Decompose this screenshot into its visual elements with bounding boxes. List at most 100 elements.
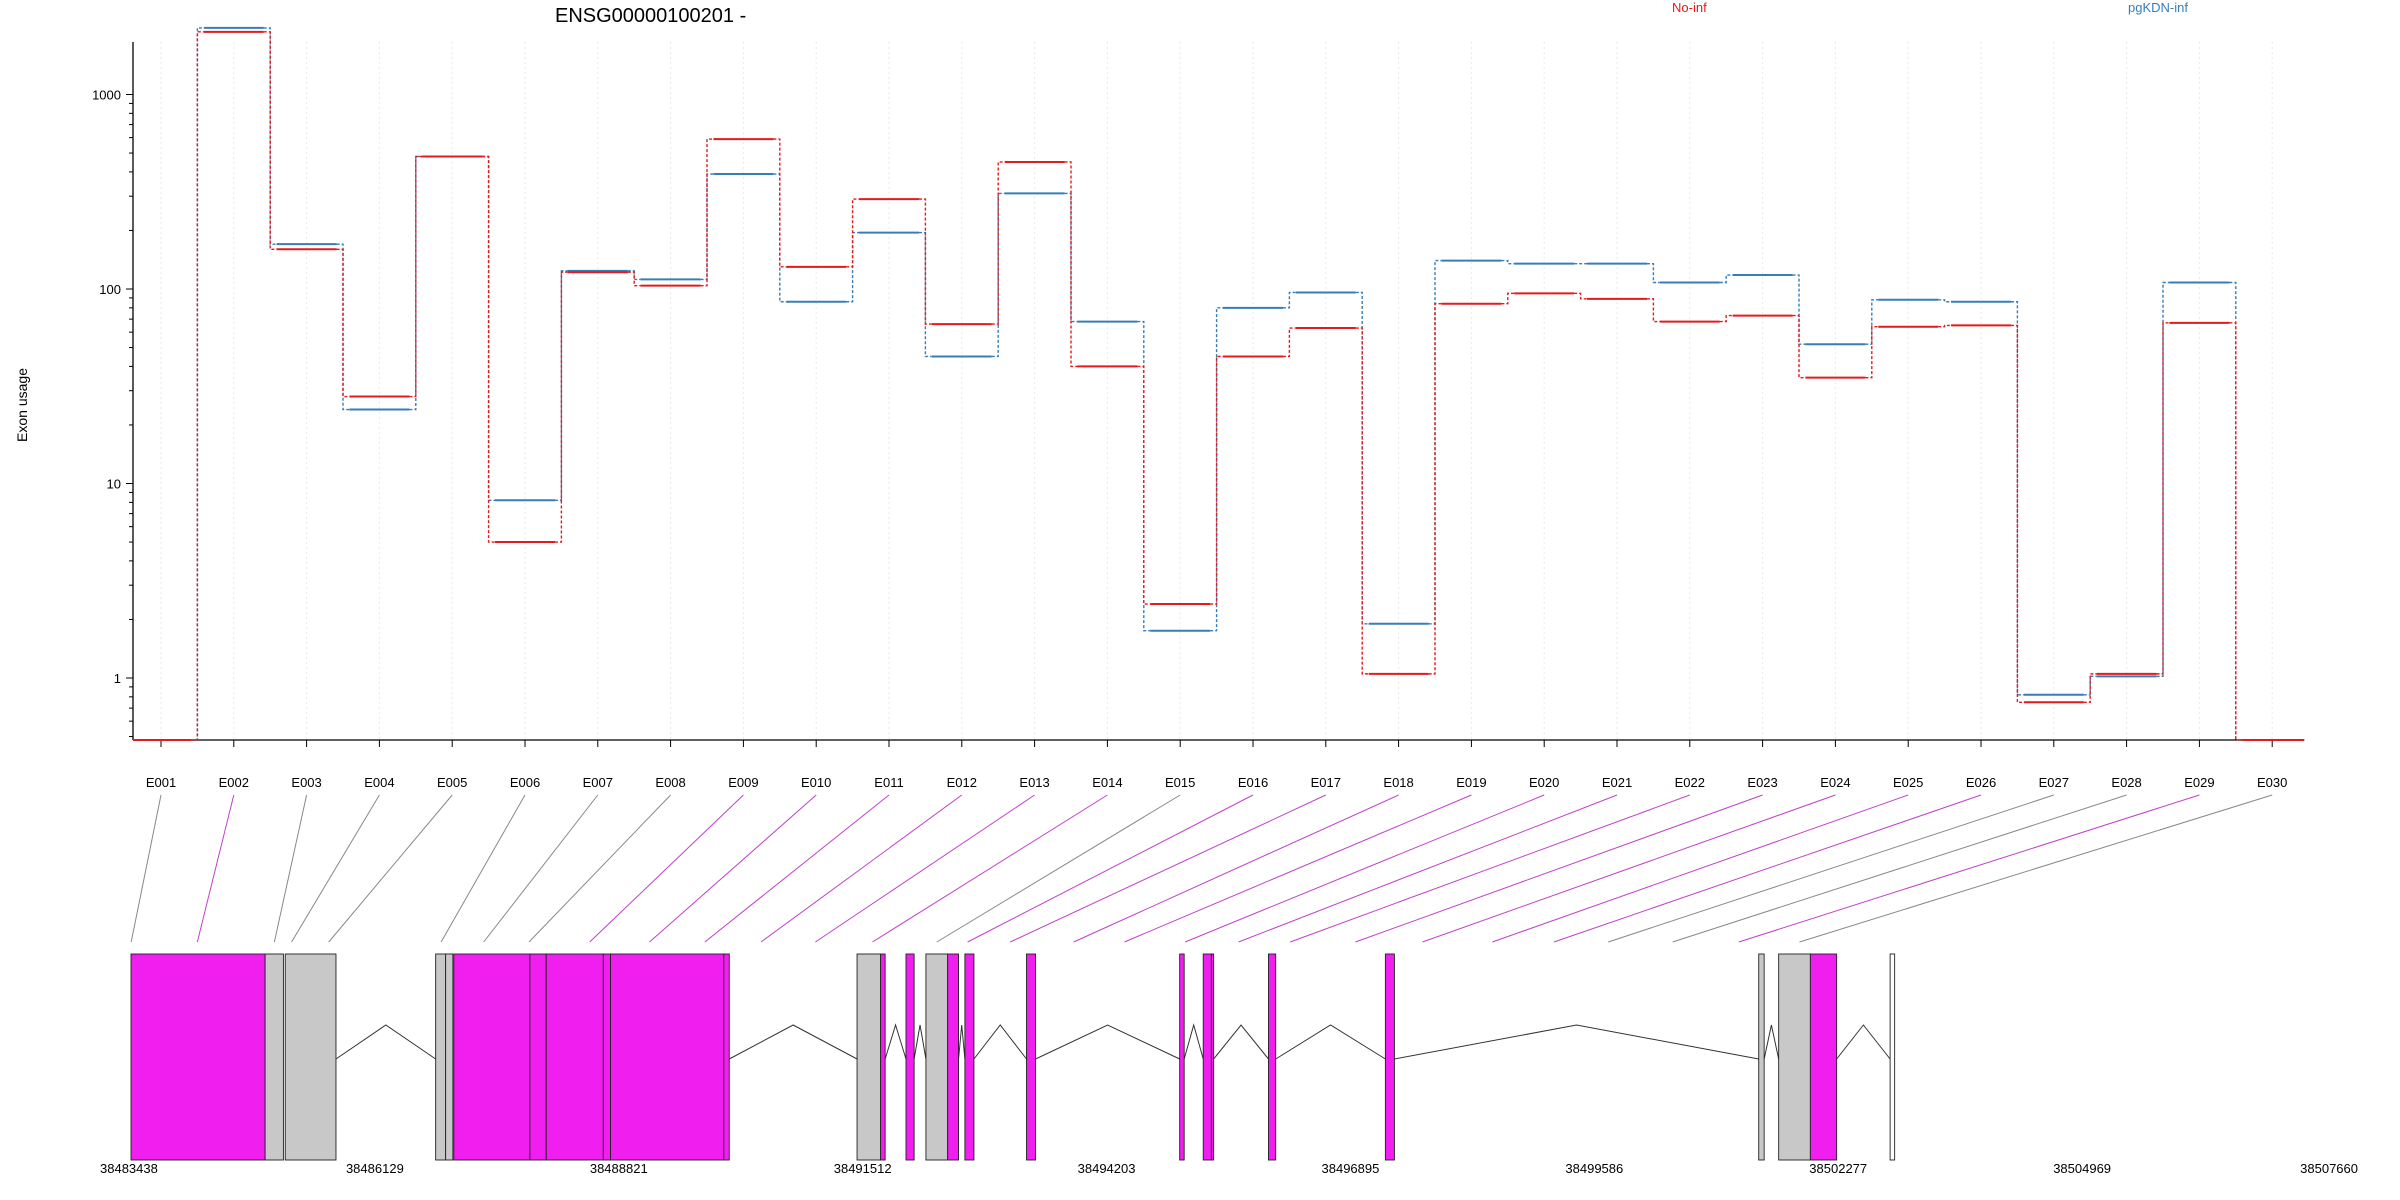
link-line-e030: [1799, 794, 2273, 943]
exon-block-24: [1758, 953, 1765, 1161]
intron-line: [1275, 1024, 1386, 1060]
connector-no-inf: [1501, 292, 1515, 305]
x-tick-label-e017: E017: [1311, 775, 1341, 790]
exon-block-20: [1202, 953, 1212, 1161]
connector-no-inf: [1283, 327, 1296, 358]
x-tick-label-e025: E025: [1893, 775, 1923, 790]
connector-no-inf: [846, 198, 859, 268]
link-line-e008: [528, 794, 671, 943]
x-tick-label-e016: E016: [1238, 775, 1268, 790]
genomic-coordinate-label: 38494203: [1078, 1161, 1136, 1176]
link-line-e002: [196, 794, 235, 943]
x-tick-label-e029: E029: [2184, 775, 2214, 790]
x-tick-label-e008: E008: [655, 775, 685, 790]
connector-pgkdn-inf: [2083, 675, 2097, 696]
exon-link-lines: [130, 794, 2273, 943]
x-tick-label-e009: E009: [728, 775, 758, 790]
x-tick-label-e003: E003: [291, 775, 321, 790]
intron-line: [1035, 1024, 1180, 1060]
legend-pgkdn-inf: pgKDN-inf: [2128, 0, 2188, 15]
connector-no-inf: [555, 271, 568, 543]
exon-block-5: [445, 953, 454, 1161]
x-tick-label-e024: E024: [1820, 775, 1850, 790]
connector-pgkdn-inf: [1501, 259, 1515, 265]
link-line-e009: [589, 794, 744, 943]
link-line-e023: [1355, 794, 1763, 943]
connector-no-inf: [2229, 322, 2243, 741]
exon-block-13: [880, 953, 886, 1161]
link-line-e027: [1608, 794, 2054, 943]
intron-line: [913, 1024, 927, 1060]
x-tick-label-e021: E021: [1602, 775, 1632, 790]
genomic-coordinate-label: 38496895: [1322, 1161, 1380, 1176]
genomic-coordinate-label: 38488821: [590, 1161, 648, 1176]
link-line-e005: [328, 794, 453, 943]
link-line-e017: [1009, 794, 1327, 943]
x-tick-label-e018: E018: [1383, 775, 1413, 790]
connector-pgkdn-inf: [263, 27, 277, 245]
chart-title: ENSG00000100201 -: [555, 5, 746, 27]
x-tick-label-e020: E020: [1529, 775, 1559, 790]
genomic-coordinate-label: 38486129: [346, 1161, 404, 1176]
link-line-e025: [1492, 794, 1909, 943]
connector-pgkdn-inf: [1647, 262, 1660, 284]
intron-line: [1183, 1023, 1204, 1060]
x-tick-label-e027: E027: [2039, 775, 2069, 790]
connector-no-inf: [1210, 355, 1223, 605]
connector-no-inf: [482, 155, 495, 543]
exon-block-15: [925, 953, 949, 1161]
exon-block-3: [284, 953, 337, 1161]
exon-block-1: [130, 953, 266, 1161]
series-no-inf: [133, 30, 2305, 741]
connector-pgkdn-inf: [2011, 301, 2024, 696]
exon-block-12: [856, 953, 882, 1161]
connector-pgkdn-inf: [1283, 291, 1296, 309]
exon-block-8: [545, 953, 604, 1161]
exon-block-22: [1268, 953, 1277, 1161]
connector-no-inf: [1792, 314, 1806, 379]
exon-block-17: [964, 953, 975, 1161]
exon-block-2: [264, 953, 284, 1161]
x-tick-label-e010: E010: [801, 775, 831, 790]
series-layer: [133, 26, 2305, 741]
y-axis-label: Exon usage: [14, 368, 30, 442]
intron-line: [335, 1024, 436, 1060]
x-tick-label-e026: E026: [1966, 775, 1996, 790]
intron-line: [973, 1024, 1027, 1060]
link-line-e006: [440, 794, 526, 943]
exon-block-16: [947, 953, 959, 1161]
link-line-e024: [1422, 794, 1836, 943]
connector-no-inf: [1647, 298, 1660, 323]
genomic-coordinate-label: 38499586: [1565, 1161, 1623, 1176]
link-line-e007: [483, 794, 599, 943]
exon-block-6: [453, 953, 531, 1161]
exon-block-9: [602, 953, 612, 1161]
intron-line: [884, 1023, 907, 1060]
exon-block-19: [1179, 953, 1185, 1161]
connector-pgkdn-inf: [1792, 274, 1806, 345]
link-line-e029: [1738, 794, 2200, 943]
link-line-e014: [872, 794, 1108, 943]
connector-no-inf: [2156, 322, 2170, 675]
intron-line: [958, 1024, 966, 1060]
x-tick-label-e023: E023: [1747, 775, 1777, 790]
legend-no-inf: No-inf: [1672, 0, 1707, 15]
link-line-e003: [273, 794, 308, 943]
exon-block-27: [1889, 953, 1896, 1161]
x-tick-label-e005: E005: [437, 775, 467, 790]
x-tick-label-e030: E030: [2257, 775, 2287, 790]
connector-no-inf: [991, 161, 1005, 325]
exon-block-14: [905, 953, 915, 1161]
connector-no-inf: [409, 155, 423, 398]
intron-line: [1763, 1024, 1780, 1060]
link-line-e015: [936, 794, 1181, 943]
connector-no-inf: [336, 248, 350, 398]
x-tick-label-e014: E014: [1092, 775, 1122, 790]
genomic-coordinate-label: 38502277: [1809, 1161, 1867, 1176]
y-tick-label: 100: [99, 282, 121, 297]
x-tick-label-e013: E013: [1019, 775, 1049, 790]
connector-no-inf: [1574, 292, 1587, 300]
x-tick-label-e006: E006: [510, 775, 540, 790]
connector-no-inf: [1428, 303, 1442, 675]
